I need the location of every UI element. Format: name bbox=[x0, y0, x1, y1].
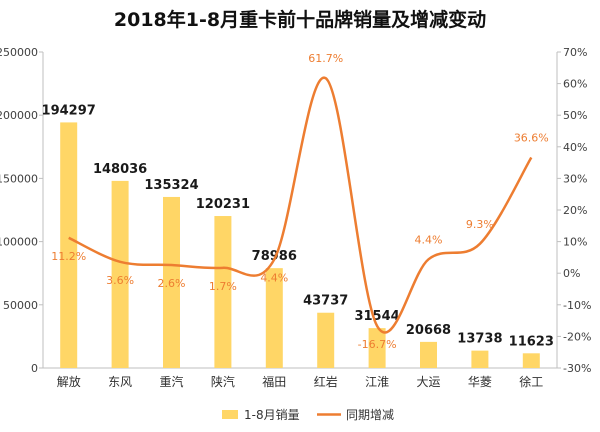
line-value-label: -16.7% bbox=[358, 338, 397, 351]
bar bbox=[317, 312, 335, 368]
x-axis-category-label: 徐工 bbox=[519, 374, 543, 389]
right-axis-tick-label: 0% bbox=[563, 267, 580, 280]
right-axis-tick-label: -20% bbox=[563, 330, 591, 343]
line-value-label: 3.6% bbox=[106, 274, 134, 287]
x-axis-category-label: 解放 bbox=[57, 374, 81, 389]
right-axis: -30% -20% -10% 0% 10% 20% 30% 40% 50% 60% 70% bbox=[556, 46, 591, 375]
bar-value-labels: 1942971480361353241202317898643737315442… bbox=[42, 103, 554, 349]
line-series-path bbox=[68, 76, 533, 334]
left-axis-tick-label: 150000 bbox=[0, 172, 38, 185]
bar-value-label: 120231 bbox=[196, 197, 250, 212]
legend-label-line: 同期增减 bbox=[346, 408, 394, 422]
x-axis-category-label: 重汽 bbox=[159, 374, 183, 389]
line-value-label: 4.4% bbox=[415, 233, 443, 246]
legend-label-bar: 1-8月销量 bbox=[244, 408, 300, 422]
bar-value-label: 135324 bbox=[144, 178, 198, 193]
bar-value-label: 20668 bbox=[406, 323, 451, 338]
left-axis-tick-label: 200000 bbox=[0, 109, 38, 122]
x-axis-category-label: 大运 bbox=[416, 375, 440, 389]
legend: 1-8月销量 同期增减 bbox=[222, 408, 394, 422]
bar-value-label: 31544 bbox=[354, 309, 399, 324]
right-axis-tick-label: 50% bbox=[563, 109, 587, 122]
right-axis-tick-label: 60% bbox=[563, 78, 587, 91]
legend-swatch-bar bbox=[222, 410, 238, 419]
bar bbox=[214, 216, 232, 368]
left-axis-tick-label: 100000 bbox=[0, 236, 38, 249]
x-axis-category-label: 华菱 bbox=[468, 375, 492, 389]
line-value-label: 1.7% bbox=[209, 280, 237, 293]
bar-value-label: 43737 bbox=[303, 294, 348, 309]
right-axis-tick-label: -10% bbox=[563, 299, 591, 312]
right-axis-tick-label: 10% bbox=[563, 236, 587, 249]
right-axis-tick-label: 30% bbox=[563, 172, 587, 185]
left-axis: 0 50000 100000 150000 200000 250000 bbox=[0, 46, 44, 375]
left-axis-tick-label: 50000 bbox=[3, 299, 38, 312]
line-value-label: 36.6% bbox=[514, 132, 549, 145]
bar-value-label: 13738 bbox=[457, 332, 502, 347]
line-value-label: 9.3% bbox=[466, 218, 494, 231]
bar bbox=[60, 122, 78, 368]
bar-value-label: 194297 bbox=[42, 103, 96, 118]
bar bbox=[163, 196, 180, 368]
x-axis-category-label: 红岩 bbox=[314, 374, 338, 389]
right-axis-tick-label: 20% bbox=[563, 204, 587, 217]
bar bbox=[368, 328, 386, 368]
line-value-label: 61.7% bbox=[308, 52, 343, 65]
x-axis-category-label: 福田 bbox=[262, 374, 286, 389]
bar-series bbox=[60, 122, 540, 368]
right-axis-tick-label: 70% bbox=[563, 46, 587, 59]
line-value-label: 2.6% bbox=[158, 277, 186, 290]
left-axis-tick-label: 250000 bbox=[0, 46, 38, 59]
right-axis-tick-label: 40% bbox=[563, 141, 587, 154]
line-value-labels: 11.2% 3.6% 2.6% 1.7% 4.4% 61.7% -16.7% 4.4% 9.3%… bbox=[51, 52, 549, 351]
left-axis-tick-label: 0 bbox=[31, 362, 38, 375]
right-axis-tick-label: -30% bbox=[563, 362, 591, 375]
bar bbox=[265, 268, 283, 368]
bar-value-label: 148036 bbox=[93, 162, 147, 177]
x-axis-category-label: 江淮 bbox=[365, 375, 389, 389]
bar bbox=[471, 350, 489, 368]
x-axis-category-label: 陕汽 bbox=[211, 374, 235, 389]
x-axis: 解放 东风 重汽 陕汽 福田 红岩 江淮 大运 华菱 徐工 bbox=[43, 367, 557, 389]
line-value-label: 4.4% bbox=[260, 271, 288, 284]
bar bbox=[420, 341, 437, 368]
bar bbox=[111, 180, 129, 368]
bar-value-label: 11623 bbox=[509, 334, 554, 349]
x-axis-category-label: 东风 bbox=[108, 375, 132, 389]
chart-title: 2018年1-8月重卡前十品牌销量及增减变动 bbox=[114, 8, 486, 31]
line-series bbox=[68, 76, 533, 334]
bar bbox=[522, 353, 540, 368]
line-value-label: 11.2% bbox=[51, 250, 86, 263]
